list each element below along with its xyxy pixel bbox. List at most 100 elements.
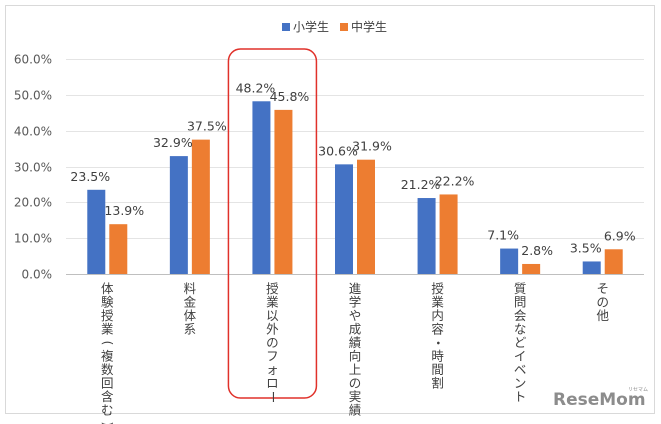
data-label: 48.2% [236,80,276,95]
category-label-char: 向 [349,349,362,364]
bar [335,164,353,274]
category-label-char: 割 [431,376,444,391]
category-label-char: 含 [101,389,114,404]
data-label: 32.9% [153,135,193,150]
category-label-char: ・ [431,337,446,350]
bar [252,101,271,275]
category-label-char: 会 [514,308,527,323]
category-label-char: 授 [266,281,279,296]
y-tick-label: 0.0% [22,268,53,282]
bar [274,109,293,274]
category-label-char: 系 [184,322,197,337]
category-label-char: ) [100,422,115,424]
bar [500,248,519,274]
bar [109,224,128,274]
data-label: 3.5% [570,240,602,255]
y-tick-label: 30.0% [14,161,52,175]
bar [417,198,436,274]
y-tick-label: 10.0% [14,232,52,246]
category-label-char: ー [265,391,280,404]
legend-label: 中学生 [351,19,387,34]
y-tick-label: 60.0% [14,53,52,67]
bar [87,189,106,274]
watermark-logo: ReseMom [553,390,646,410]
category-label-char: な [514,322,527,337]
category-label-char: 授 [101,308,114,323]
data-label: 31.9% [352,139,392,154]
category-label-char: ( [100,341,115,346]
category-label-char: 数 [101,362,114,377]
category-label-char: 料 [184,281,197,296]
data-label: 6.9% [604,228,636,243]
data-label: 37.5% [187,119,227,134]
category-label-char: 他 [596,308,609,323]
y-tick-label: 50.0% [14,89,52,103]
data-label: 45.8% [270,89,310,104]
category-label-char: む [101,403,114,418]
data-label: 21.2% [401,177,441,192]
category-label-char: 績 [349,403,362,418]
category-label-char: 上 [349,362,362,377]
legend: 小学生 中学生 [282,19,387,34]
category-label-char: 金 [184,295,197,310]
y-tick-label: 20.0% [14,196,52,210]
category-label-char: の [266,335,279,350]
category-label-char: 容 [431,322,444,337]
gridlines [66,59,644,275]
data-label: 7.1% [487,228,519,243]
watermark-subtext: リセマム [628,387,648,393]
bar [522,263,541,274]
data-label: 22.2% [435,173,475,188]
category-label-char: ベ [514,362,527,377]
y-tick-label: 40.0% [14,125,52,139]
bar [582,261,601,274]
x-axis-categories: 体験授業(複数回含む)料金体系授業以外のフォロー進学や成績向上の実績授業内容・時… [100,281,609,424]
category-label-char: 回 [101,376,114,391]
bar [191,139,210,274]
category-label-char: 学 [349,295,362,310]
category-label-char: 間 [431,362,444,377]
resemom-watermark: ReseMom リセマム [553,387,648,410]
category-label-char: 験 [101,295,114,310]
highlight-box [227,48,318,399]
category-label-char: ロ [266,376,279,391]
category-label-char: 以 [266,308,279,323]
category-label-char: 進 [349,281,362,296]
category-label-char: 業 [431,295,444,310]
legend-label: 小学生 [293,19,329,34]
category-label-char: 質 [514,281,527,296]
data-label: 13.9% [104,203,144,218]
bar [169,156,188,274]
category-label-char: 授 [431,281,444,296]
category-label-char: ォ [266,362,279,377]
data-label: 30.6% [318,143,358,158]
category-label-char: ど [514,335,527,350]
chart-border [5,5,655,414]
data-label: 23.5% [70,169,110,184]
category-label-char: 業 [101,322,114,337]
legend-swatch [282,23,290,31]
category-label-char: 複 [101,349,114,364]
category-label-char: 時 [431,349,444,364]
category-label-char: や [349,308,362,323]
category-label-char: 内 [431,308,444,323]
data-label: 2.8% [521,243,553,258]
bars [87,101,623,275]
category-label-char: 外 [266,322,279,337]
bar [357,159,375,274]
y-axis: 0.0% 10.0% 20.0% 30.0% 40.0% 50.0% 60.0% [14,53,52,282]
category-label-char: 業 [266,295,279,310]
data-labels: 23.5% 13.9% 32.9%37.5% 48.2%45.8% 30.6%31.9%… [70,80,635,258]
legend-swatch [340,23,348,31]
category-label-char: ト [514,389,527,404]
category-label-char: イ [514,349,527,364]
category-label-char: フ [266,349,279,364]
category-label-char: の [596,295,609,310]
category-label-char: 問 [514,295,527,310]
category-label-char: の [349,376,362,391]
category-label-char: 体 [184,308,197,323]
category-label-char: そ [596,281,609,296]
category-label-char: 体 [101,281,114,296]
